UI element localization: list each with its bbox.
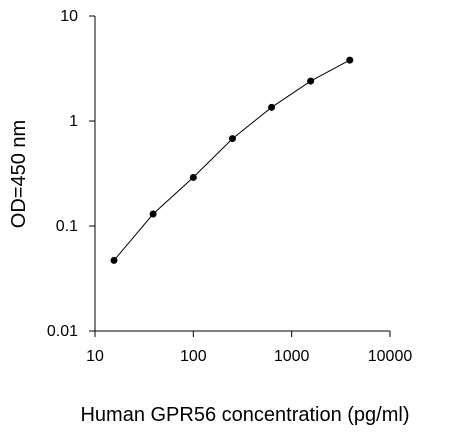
data-point bbox=[228, 135, 236, 143]
data-point bbox=[110, 256, 118, 264]
data-point bbox=[149, 210, 157, 218]
y-tick-label: 1 bbox=[69, 113, 78, 130]
y-tick-label: 0.1 bbox=[56, 218, 78, 235]
x-ticks: 10 100 1000 10000 bbox=[86, 331, 412, 365]
plot-area: 0.01 0.1 1 10 10 100 1000 10000 bbox=[47, 8, 412, 365]
x-tick-label: 1000 bbox=[274, 348, 310, 365]
x-tick-label: 10000 bbox=[368, 348, 413, 365]
series-layer bbox=[110, 56, 354, 264]
series-line bbox=[113, 59, 351, 261]
y-ticks: 0.01 0.1 1 10 bbox=[47, 8, 95, 340]
data-point bbox=[268, 103, 276, 111]
data-point bbox=[307, 77, 315, 85]
x-tick-label: 10 bbox=[86, 348, 104, 365]
data-point bbox=[346, 56, 354, 64]
y-axis-title: OD=450 nm bbox=[8, 120, 30, 228]
x-tick-label: 100 bbox=[180, 348, 207, 365]
y-tick-label: 10 bbox=[60, 8, 78, 25]
y-tick-label: 0.01 bbox=[47, 323, 78, 340]
x-axis-title: Human GPR56 concentration (pg/ml) bbox=[80, 404, 409, 426]
data-point bbox=[189, 173, 197, 181]
